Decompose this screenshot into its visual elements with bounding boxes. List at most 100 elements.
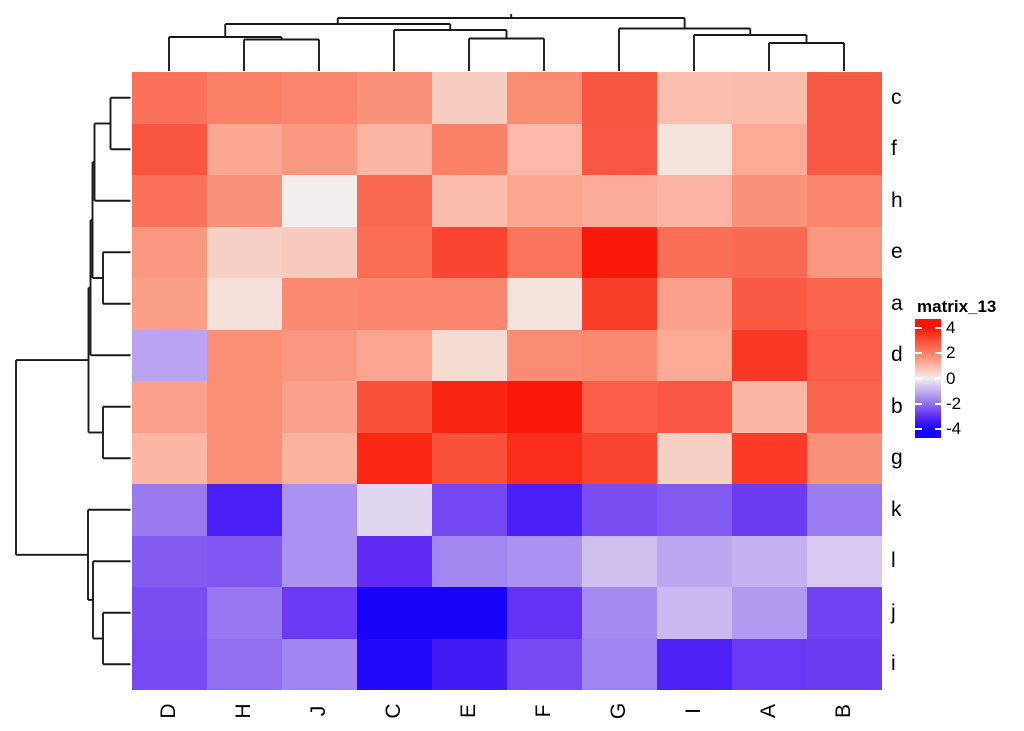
heatmap-cell bbox=[581, 535, 657, 587]
column-dendrogram bbox=[168, 14, 845, 71]
heatmap-cell bbox=[731, 123, 807, 175]
heatmap-cell bbox=[131, 123, 207, 175]
heatmap-cell bbox=[731, 175, 807, 227]
heatmap-cell bbox=[806, 175, 882, 227]
heatmap-cell bbox=[581, 381, 657, 433]
legend-tick bbox=[934, 351, 941, 355]
row-dendrogram bbox=[15, 96, 131, 666]
heatmap-cell bbox=[581, 432, 657, 484]
heatmap-cell bbox=[131, 72, 207, 124]
heatmap-cell bbox=[731, 638, 807, 690]
heatmap-cell bbox=[506, 484, 582, 536]
heatmap-cell bbox=[131, 484, 207, 536]
heatmap-cell bbox=[731, 381, 807, 433]
legend-tick-label: 2 bbox=[946, 343, 956, 363]
column-label: F bbox=[532, 704, 555, 718]
row-label: b bbox=[891, 394, 903, 418]
heatmap-cell bbox=[656, 484, 732, 536]
heatmap-cell bbox=[581, 123, 657, 175]
legend-tick bbox=[915, 427, 922, 431]
heatmap-cell bbox=[431, 432, 507, 484]
heatmap-cell bbox=[806, 432, 882, 484]
heatmap-cell bbox=[281, 535, 357, 587]
heatmap-cell bbox=[281, 175, 357, 227]
heatmap-cell bbox=[356, 484, 432, 536]
heatmap-cell bbox=[281, 329, 357, 381]
legend-title: matrix_13 bbox=[917, 297, 997, 316]
heatmap-cell bbox=[506, 638, 582, 690]
row-label: d bbox=[891, 343, 903, 367]
column-label: B bbox=[832, 704, 855, 719]
legend-tick bbox=[915, 326, 922, 330]
heatmap-cell bbox=[731, 587, 807, 639]
heatmap-cell bbox=[506, 381, 582, 433]
row-label: j bbox=[891, 600, 896, 624]
heatmap-cell bbox=[431, 329, 507, 381]
heatmap-cell bbox=[431, 484, 507, 536]
row-label: a bbox=[891, 291, 903, 315]
row-label: c bbox=[891, 85, 902, 109]
row-label: l bbox=[891, 549, 896, 573]
heatmap-cell bbox=[506, 278, 582, 330]
heatmap-cell bbox=[656, 432, 732, 484]
heatmap-cell bbox=[506, 123, 582, 175]
heatmap-cell bbox=[356, 381, 432, 433]
heatmap-cell bbox=[656, 638, 732, 690]
heatmap-cell bbox=[806, 587, 882, 639]
heatmap-cell bbox=[281, 587, 357, 639]
legend-tick-label: 4 bbox=[946, 317, 956, 337]
heatmap-cell bbox=[731, 226, 807, 278]
heatmap-cell bbox=[206, 535, 282, 587]
heatmap-cell bbox=[806, 329, 882, 381]
heatmap-cell bbox=[131, 587, 207, 639]
heatmap-cell bbox=[431, 175, 507, 227]
row-label: g bbox=[891, 446, 903, 470]
heatmap-cell bbox=[281, 226, 357, 278]
row-label: e bbox=[891, 240, 903, 264]
heatmap-cell bbox=[131, 226, 207, 278]
legend-tick-label: 0 bbox=[946, 368, 956, 388]
heatmap-cell bbox=[131, 381, 207, 433]
heatmap-cell bbox=[431, 535, 507, 587]
heatmap-cell bbox=[656, 587, 732, 639]
legend-tick-label: -4 bbox=[946, 419, 962, 439]
heatmap-cell bbox=[806, 535, 882, 587]
legend-tick bbox=[915, 351, 922, 355]
heatmap-cell bbox=[206, 484, 282, 536]
heatmap-cell bbox=[431, 226, 507, 278]
heatmap-cell bbox=[731, 329, 807, 381]
legend-tick-label: -2 bbox=[946, 393, 962, 413]
heatmap-cell bbox=[131, 432, 207, 484]
legend-tick bbox=[934, 402, 941, 405]
column-label: A bbox=[757, 704, 780, 719]
heatmap-cell bbox=[356, 226, 432, 278]
column-label: D bbox=[157, 703, 180, 719]
heatmap-cell bbox=[206, 278, 282, 330]
column-label: H bbox=[232, 703, 255, 719]
heatmap-cell bbox=[806, 381, 882, 433]
heatmap-cell bbox=[131, 278, 207, 330]
heatmap-cell bbox=[356, 587, 432, 639]
heatmap-cell bbox=[656, 72, 732, 124]
row-label: k bbox=[891, 497, 902, 521]
heatmap-cell bbox=[581, 278, 657, 330]
heatmap-grid bbox=[131, 72, 882, 690]
heatmap-cell bbox=[431, 381, 507, 433]
heatmap-cell bbox=[581, 638, 657, 690]
heatmap-cell bbox=[656, 329, 732, 381]
heatmap-cell bbox=[731, 484, 807, 536]
heatmap-cell bbox=[431, 638, 507, 690]
column-label: C bbox=[382, 703, 405, 719]
heatmap-cell bbox=[131, 535, 207, 587]
heatmap-cell bbox=[506, 535, 582, 587]
heatmap-cell bbox=[356, 535, 432, 587]
heatmap-cell bbox=[656, 226, 732, 278]
heatmap-cell bbox=[356, 278, 432, 330]
heatmap-cell bbox=[281, 638, 357, 690]
heatmap-cell bbox=[581, 484, 657, 536]
legend-tick bbox=[915, 402, 922, 405]
heatmap-cell bbox=[656, 123, 732, 175]
heatmap-cell bbox=[431, 123, 507, 175]
heatmap-cell bbox=[656, 381, 732, 433]
